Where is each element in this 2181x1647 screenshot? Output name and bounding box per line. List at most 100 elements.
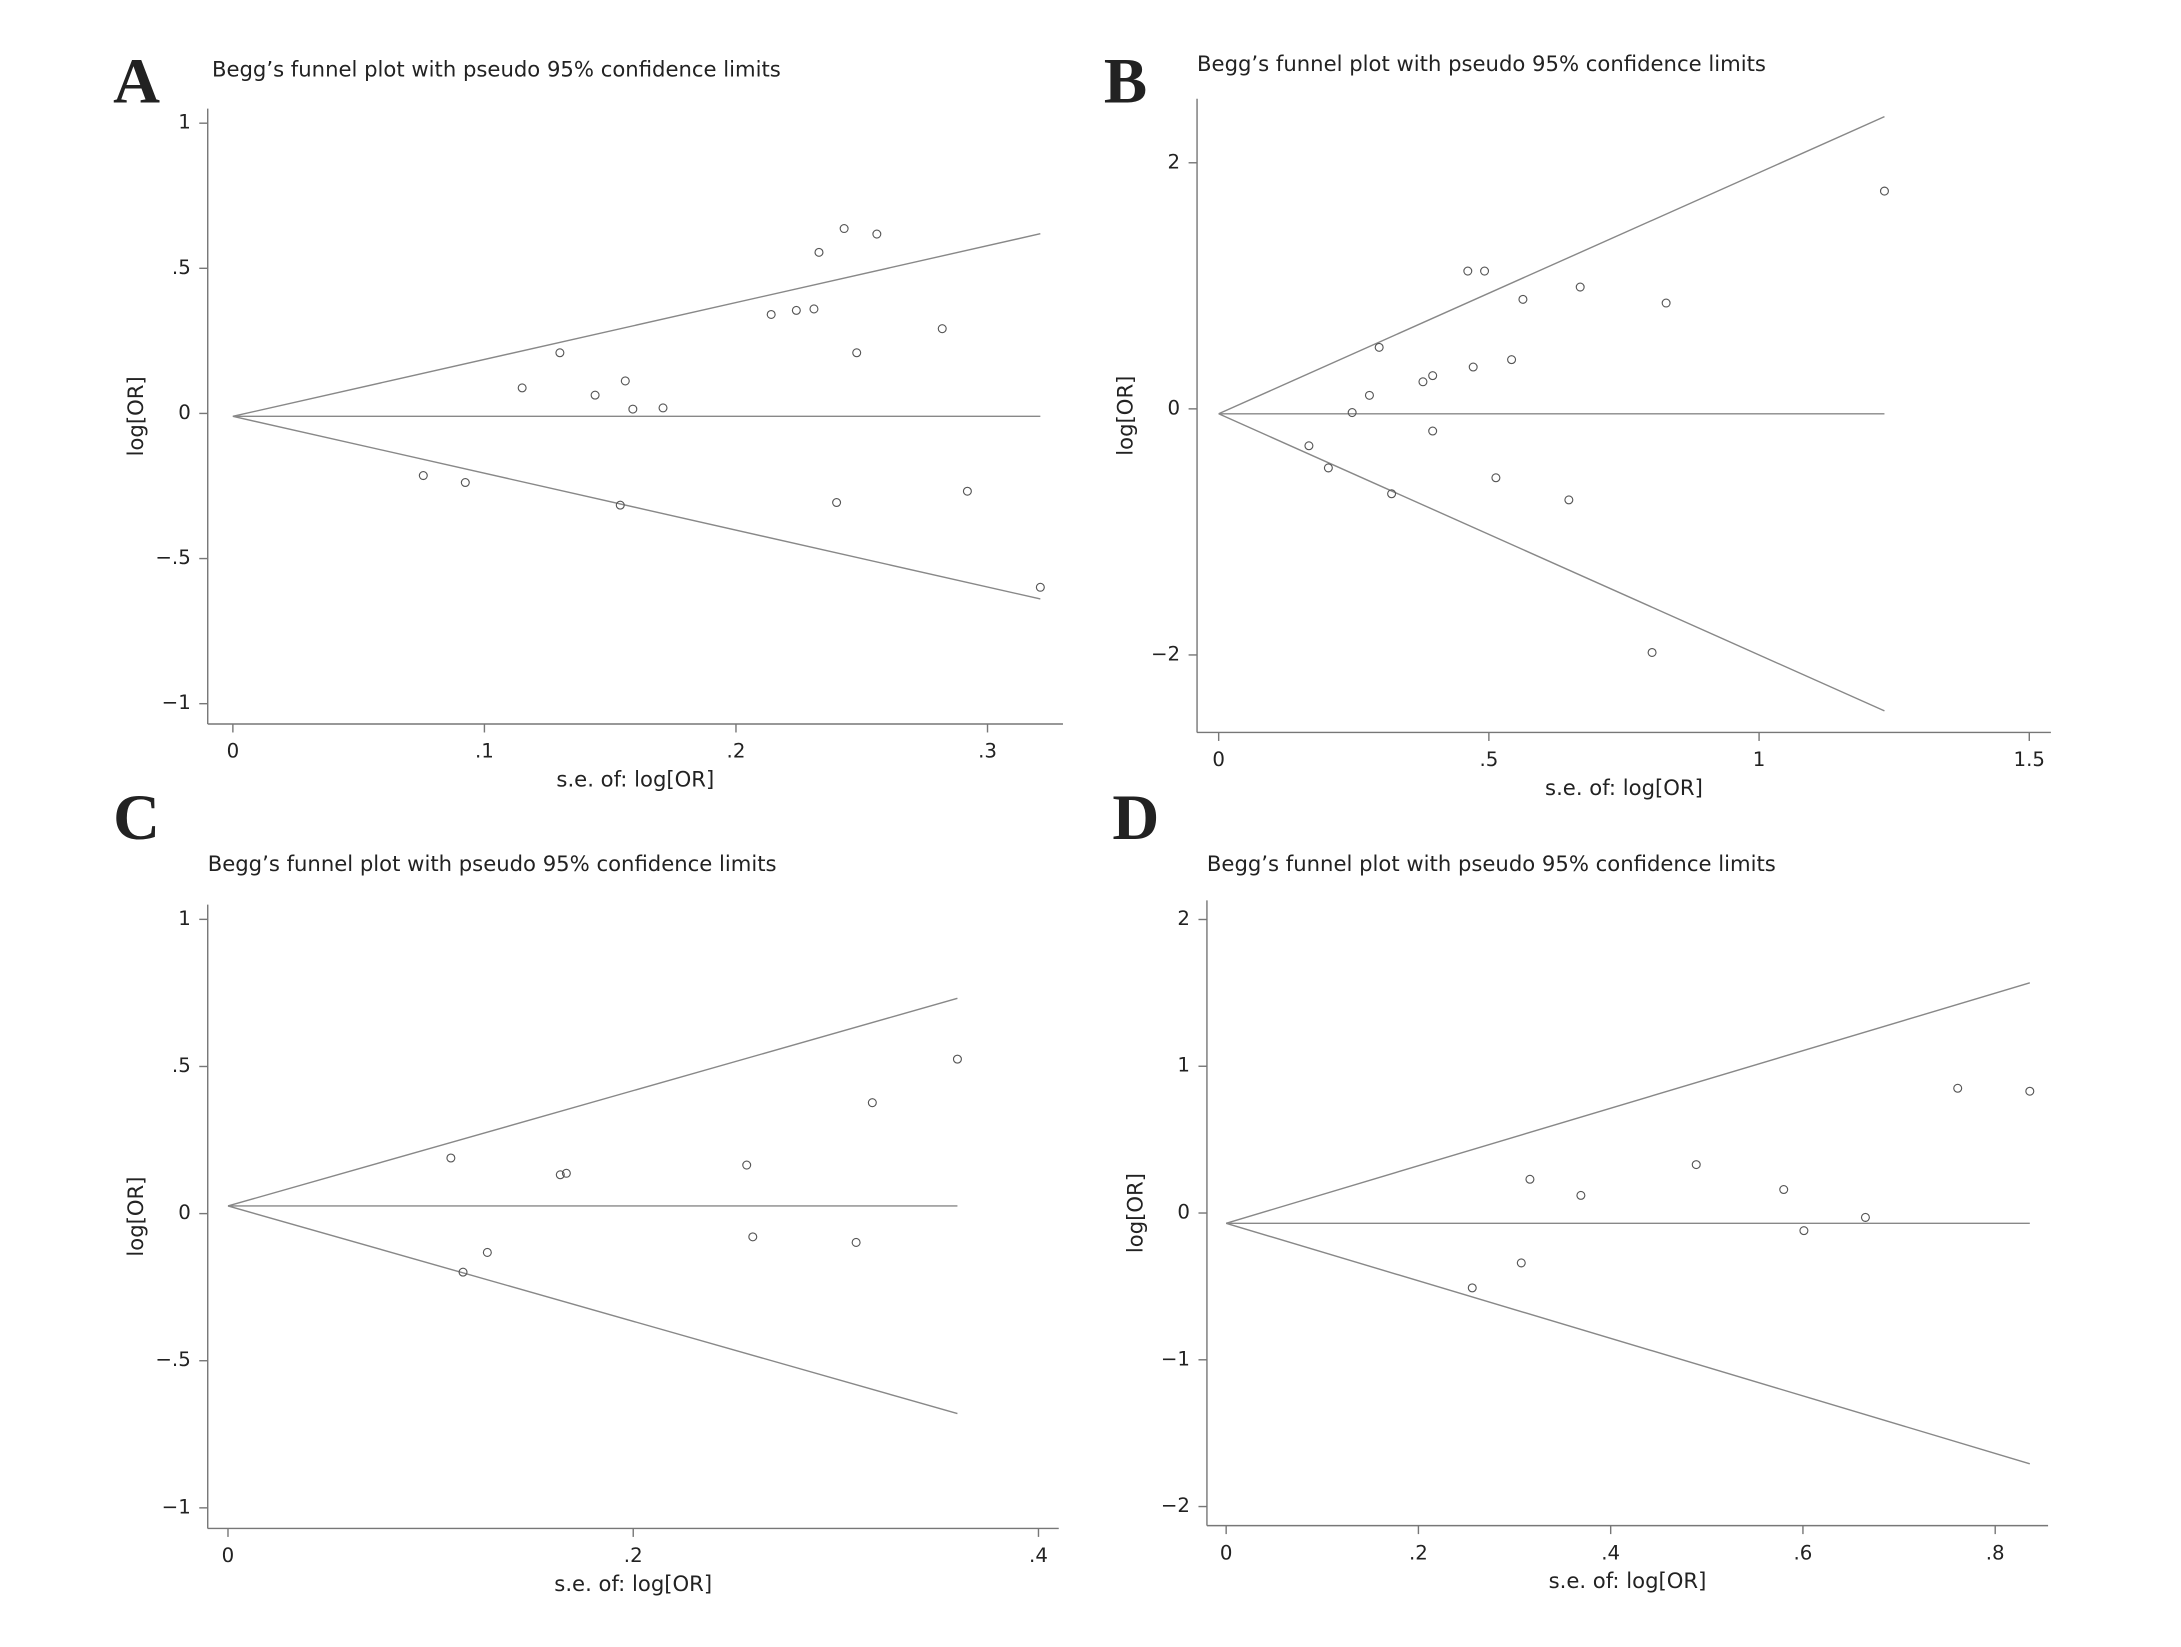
confidence-limit — [232, 233, 1041, 418]
data-point — [1491, 473, 1501, 483]
data-point — [1779, 1185, 1789, 1195]
x-tick-label: .8 — [1986, 1541, 2005, 1564]
x-axis-label: s.e. of: log[OR] — [556, 766, 714, 791]
data-point — [1691, 1160, 1701, 1170]
data-point — [628, 404, 638, 414]
data-point — [1480, 266, 1490, 276]
data-point — [1304, 441, 1314, 451]
y-tick-label: −1 — [162, 691, 191, 714]
data-point — [1661, 298, 1671, 308]
x-tick-label: .5 — [1479, 748, 1498, 771]
data-point — [839, 224, 849, 234]
y-tick-label: 1 — [178, 907, 191, 930]
data-point — [2025, 1086, 2035, 1096]
data-point — [1879, 186, 1889, 196]
confidence-limit — [227, 1205, 958, 1415]
data-point — [1467, 1283, 1477, 1293]
data-point — [962, 486, 972, 496]
data-point — [1463, 266, 1473, 276]
data-point — [851, 1237, 861, 1247]
data-point — [1035, 582, 1045, 592]
data-point — [1374, 342, 1384, 352]
data-point — [1418, 377, 1428, 387]
data-point — [1525, 1174, 1535, 1184]
x-tick-label: 1 — [1753, 748, 1766, 771]
x-tick-label: .3 — [978, 740, 997, 763]
data-point — [1516, 1258, 1526, 1268]
confidence-limit — [1218, 413, 1885, 712]
data-point — [446, 1153, 456, 1163]
x-tick-label: 0 — [1220, 1541, 1233, 1564]
confidence-limit — [1225, 982, 2031, 1224]
data-point — [1468, 362, 1478, 372]
panel-label: B — [1104, 45, 1147, 117]
x-tick-label: .6 — [1794, 1541, 1813, 1564]
panel-label: C — [113, 782, 160, 854]
x-tick-label: .1 — [475, 740, 494, 763]
data-point — [791, 305, 801, 315]
y-tick-label: 0 — [178, 401, 191, 424]
data-point — [937, 324, 947, 334]
data-point — [1576, 1190, 1586, 1200]
y-tick-label: −.5 — [155, 546, 190, 569]
x-tick-label: .2 — [1409, 1541, 1428, 1564]
y-tick-label: .5 — [172, 1054, 191, 1077]
data-point — [766, 309, 776, 319]
y-tick-label: 2 — [1177, 907, 1190, 930]
x-axis-label: s.e. of: log[OR] — [554, 1571, 712, 1596]
y-axis-label: log[OR] — [1112, 376, 1137, 456]
y-tick-label: −2 — [1161, 1494, 1190, 1517]
x-axis-label: s.e. of: log[OR] — [1545, 775, 1703, 800]
data-point — [809, 304, 819, 314]
chart-title: Begg’s funnel plot with pseudo 95% confi… — [212, 57, 781, 82]
confidence-limit — [232, 415, 1041, 600]
data-point — [555, 348, 565, 358]
data-point — [952, 1054, 962, 1064]
confidence-limit — [227, 997, 958, 1207]
x-tick-label: 1.5 — [2014, 748, 2045, 771]
x-tick-label: .2 — [624, 1544, 643, 1567]
data-point — [742, 1160, 752, 1170]
data-point — [1428, 426, 1438, 436]
y-tick-label: 0 — [178, 1201, 191, 1224]
chart-title: Begg’s funnel plot with pseudo 95% confi… — [1197, 51, 1766, 76]
confidence-limit — [1225, 1222, 2031, 1465]
data-point — [555, 1170, 565, 1180]
data-point — [1799, 1226, 1809, 1236]
data-point — [814, 247, 824, 257]
y-axis-label: log[OR] — [123, 376, 148, 456]
x-tick-label: .4 — [1601, 1541, 1620, 1564]
y-axis-label: log[OR] — [1122, 1173, 1147, 1253]
x-tick-label: .2 — [727, 740, 746, 763]
data-point — [1323, 463, 1333, 473]
x-tick-label: 0 — [222, 1544, 235, 1567]
x-tick-label: 0 — [227, 740, 240, 763]
data-point — [1575, 282, 1585, 292]
panel-label: A — [113, 45, 160, 117]
y-tick-label: −1 — [162, 1495, 191, 1518]
y-tick-label: −2 — [1151, 642, 1180, 665]
confidence-limit — [1218, 116, 1885, 415]
data-point — [517, 383, 527, 393]
data-point — [1953, 1083, 1963, 1093]
data-point — [1564, 495, 1574, 505]
data-point — [482, 1247, 492, 1257]
chart-title: Begg’s funnel plot with pseudo 95% confi… — [1207, 851, 1776, 876]
data-point — [590, 390, 600, 400]
y-tick-label: 0 — [1177, 1201, 1190, 1224]
data-point — [832, 498, 842, 508]
data-point — [561, 1168, 571, 1178]
data-point — [658, 403, 668, 413]
data-point — [615, 500, 625, 510]
data-point — [1507, 355, 1517, 365]
x-tick-label: .4 — [1029, 1544, 1048, 1567]
y-axis-label: log[OR] — [123, 1176, 148, 1256]
y-tick-label: .5 — [172, 256, 191, 279]
data-point — [1364, 390, 1374, 400]
data-point — [1860, 1212, 1870, 1222]
y-tick-label: 1 — [1177, 1054, 1190, 1077]
data-point — [748, 1232, 758, 1242]
x-axis-label: s.e. of: log[OR] — [1549, 1568, 1707, 1593]
data-point — [418, 471, 428, 481]
